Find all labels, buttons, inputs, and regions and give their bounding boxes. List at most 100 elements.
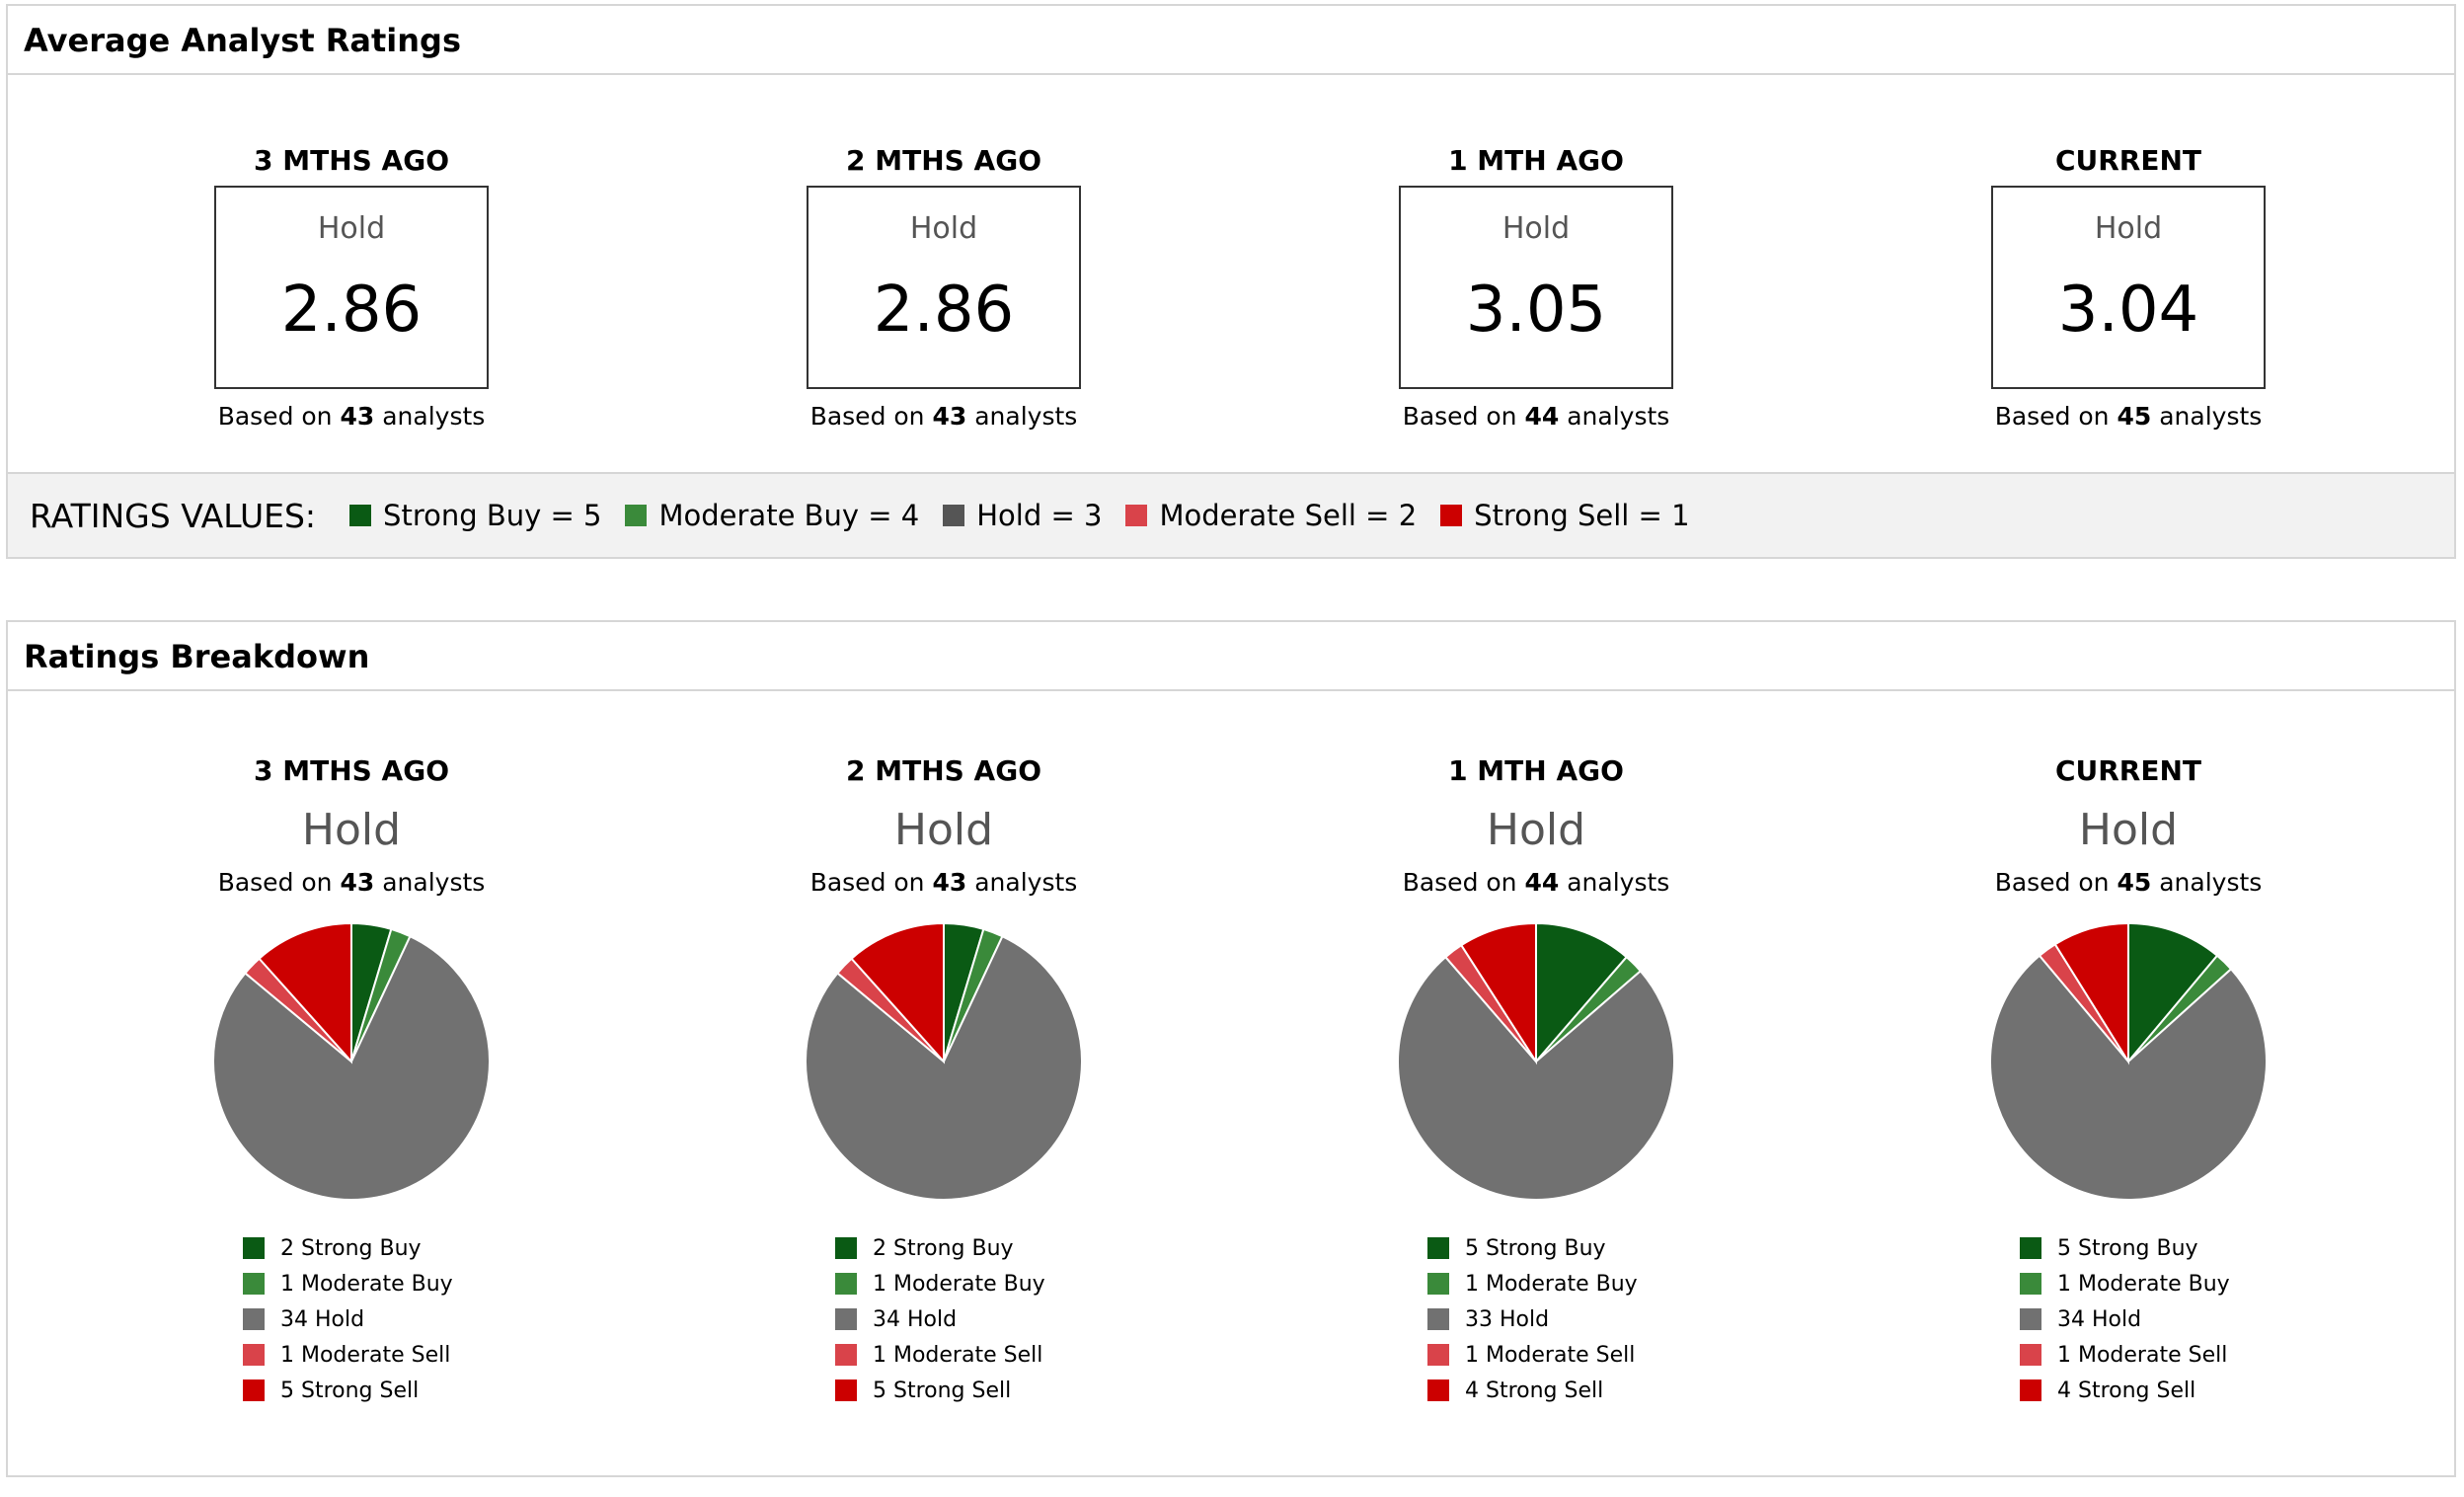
pie-slice-hold [1397,955,1675,1201]
avg-column-2m: 2 MTHS AGO Hold 2.86 Based on 43 analyst… [648,144,1240,433]
avg-period-label: 3 MTHS AGO [254,144,449,177]
pie-legend-item: 2 Strong Buy [835,1230,1052,1266]
pie-slice-strong-sell [850,921,945,1064]
pie-slice-strong-sell [2053,921,2129,1065]
legend-moderate-buy: Moderate Buy = 4 [625,499,919,532]
legend-swatch [2020,1273,2041,1295]
legend-swatch [1125,505,1148,526]
avg-rating-value: 2.86 [280,274,423,347]
legend-swatch [243,1237,265,1259]
analyst-count-text: Based on 45 analysts [1994,868,2263,897]
pie-legend-item: 2 Strong Buy [243,1230,460,1266]
legend-swatch [835,1308,857,1330]
pie-legend: 5 Strong Buy 1 Moderate Buy 33 Hold 1 Mo… [1427,1230,1645,1408]
analyst-count-text: Based on 44 analysts [1402,868,1670,897]
pie-legend: 2 Strong Buy 1 Moderate Buy 34 Hold 1 Mo… [835,1230,1052,1408]
pie-legend-item: 5 Strong Buy [2020,1230,2237,1266]
analyst-count-text: Based on 43 analysts [809,402,1078,431]
avg-rating-box: Hold 2.86 [807,186,1081,389]
legend-swatch [835,1379,857,1401]
legend-swatch [835,1237,857,1259]
breakdown-column-2m: 2 MTHS AGO Hold Based on 43 analysts 2 S… [648,754,1240,1408]
ratings-pie-chart [1989,921,2268,1201]
breakdown-period-label: 2 MTHS AGO [846,754,1041,787]
pie-legend-item: 4 Strong Sell [1427,1373,1645,1408]
pie-slice-strong-sell [1459,921,1537,1065]
pie-legend: 5 Strong Buy 1 Moderate Buy 34 Hold 1 Mo… [2020,1230,2237,1408]
legend-swatch [2020,1379,2041,1401]
avg-period-label: CURRENT [2054,144,2202,177]
pie-slice-strong-buy [1535,921,1629,1064]
legend-swatch [243,1344,265,1366]
legend-swatch [243,1379,265,1401]
ratings-values-title: RATINGS VALUES: [30,496,317,535]
breakdown-column-3m: 3 MTHS AGO Hold Based on 43 analysts 2 S… [55,754,648,1408]
pie-legend-item: 34 Hold [835,1301,1052,1337]
ratings-pie-chart [805,921,1083,1201]
avg-rating-box: Hold 3.04 [1991,186,2266,389]
average-ratings-title: Average Analyst Ratings [8,6,2454,75]
pie-legend-item: 1 Moderate Buy [1427,1266,1645,1301]
pie-legend-item: 1 Moderate Sell [835,1337,1052,1373]
pie-legend-item: 34 Hold [243,1301,460,1337]
legend-swatch [1427,1344,1449,1366]
legend-swatch [349,505,372,526]
pie-slice-strong-sell [258,921,352,1064]
pie-legend-item: 1 Moderate Sell [2020,1337,2237,1373]
pie-legend-item: 1 Moderate Sell [1427,1337,1645,1373]
avg-rating-value: 2.86 [873,274,1015,347]
analyst-count-text: Based on 44 analysts [1402,402,1670,431]
analyst-count-text: Based on 43 analysts [217,402,486,431]
pie-legend-item: 1 Moderate Sell [243,1337,460,1373]
legend-swatch [1427,1273,1449,1295]
avg-period-label: 1 MTH AGO [1448,144,1624,177]
legend-swatch [625,505,648,526]
avg-period-label: 2 MTHS AGO [846,144,1041,177]
legend-swatch [243,1308,265,1330]
analyst-count-text: Based on 43 analysts [217,868,486,897]
breakdown-period-label: 1 MTH AGO [1448,754,1624,787]
pie-legend-item: 5 Strong Buy [1427,1230,1645,1266]
legend-swatch [1440,505,1463,526]
legend-moderate-sell: Moderate Sell = 2 [1125,499,1417,532]
breakdown-rating-label: Hold [301,805,402,855]
avg-column-3m: 3 MTHS AGO Hold 2.86 Based on 43 analyst… [55,144,648,433]
avg-rating-label: Hold [909,211,978,246]
analyst-count-text: Based on 45 analysts [1994,402,2263,431]
legend-swatch [2020,1308,2041,1330]
pie-legend-item: 5 Strong Sell [243,1373,460,1408]
avg-column-current: CURRENT Hold 3.04 Based on 45 analysts [1832,144,2425,433]
avg-column-1m: 1 MTH AGO Hold 3.05 Based on 44 analysts [1240,144,1832,433]
avg-rating-label: Hold [1502,211,1571,246]
legend-swatch [1427,1379,1449,1401]
pie-slice-hold [805,934,1083,1201]
avg-rating-value: 3.05 [1465,274,1607,347]
avg-rating-value: 3.04 [2057,274,2199,347]
legend-swatch [2020,1344,2041,1366]
breakdown-period-label: CURRENT [2054,754,2202,787]
ratings-breakdown-title: Ratings Breakdown [8,622,2454,691]
pie-legend-item: 1 Moderate Buy [2020,1266,2237,1301]
legend-strong-buy: Strong Buy = 5 [349,499,601,532]
average-ratings-panel: Average Analyst Ratings 3 MTHS AGO Hold … [6,4,2456,559]
pie-legend-item: 4 Strong Sell [2020,1373,2237,1408]
legend-swatch [243,1273,265,1295]
legend-strong-sell: Strong Sell = 1 [1440,499,1690,532]
breakdown-rating-label: Hold [893,805,994,855]
avg-rating-label: Hold [2094,211,2163,246]
legend-swatch [2020,1237,2041,1259]
breakdown-rating-label: Hold [1486,805,1586,855]
pie-legend: 2 Strong Buy 1 Moderate Buy 34 Hold 1 Mo… [243,1230,460,1408]
pie-legend-item: 33 Hold [1427,1301,1645,1337]
breakdown-column-1m: 1 MTH AGO Hold Based on 44 analysts 5 St… [1240,754,1832,1408]
ratings-pie-chart [212,921,491,1201]
breakdown-rating-label: Hold [2078,805,2179,855]
pie-legend-item: 1 Moderate Buy [835,1266,1052,1301]
analyst-count-text: Based on 43 analysts [809,868,1078,897]
pie-legend-item: 1 Moderate Buy [243,1266,460,1301]
legend-swatch [835,1344,857,1366]
pie-legend-item: 5 Strong Sell [835,1373,1052,1408]
breakdown-column-current: CURRENT Hold Based on 45 analysts 5 Stro… [1832,754,2425,1408]
breakdown-period-label: 3 MTHS AGO [254,754,449,787]
legend-swatch [1427,1308,1449,1330]
